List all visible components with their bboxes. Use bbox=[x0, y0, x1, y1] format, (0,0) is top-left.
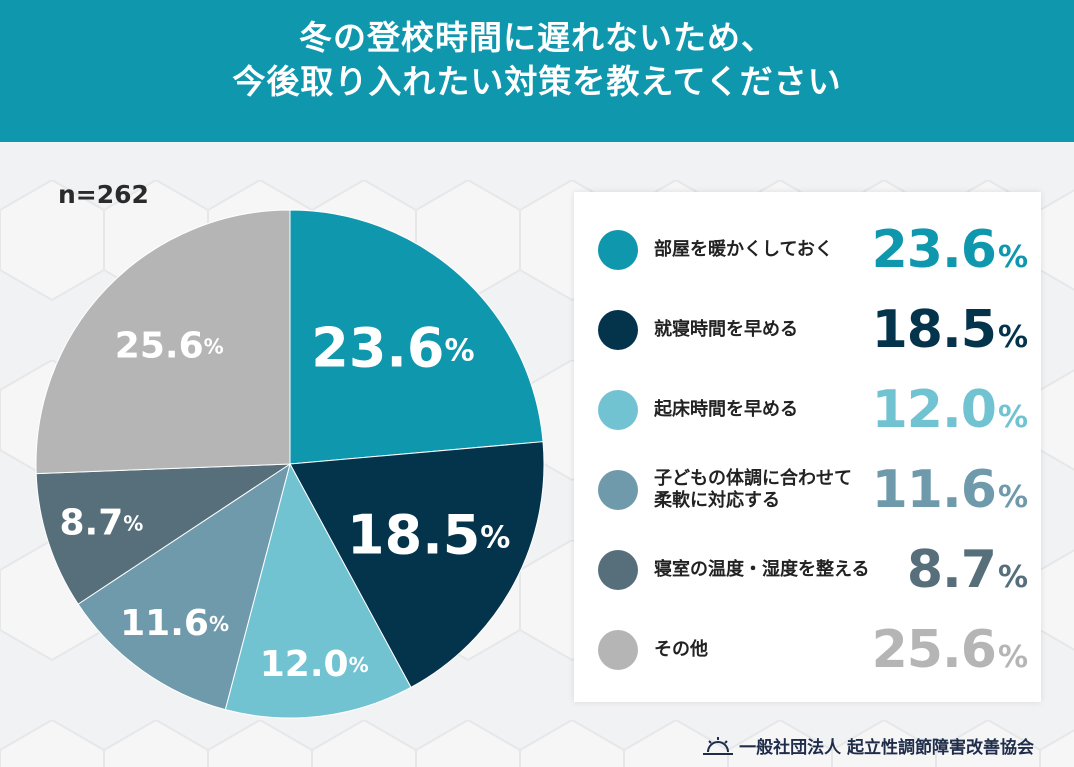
pie-slice-5 bbox=[35, 209, 291, 475]
pie-slice-label-1: 18.5% bbox=[347, 503, 510, 566]
pie-slice-label-4: 8.7% bbox=[59, 503, 143, 544]
legend-label: 就寝時間を早める bbox=[654, 319, 798, 340]
sunrise-logo-icon bbox=[703, 736, 734, 755]
pie-chart: 23.6% 18.5% 12.0% 11.6% 8.7% 25.6% bbox=[35, 209, 545, 719]
pie-slice-label-0: 23.6% bbox=[311, 316, 474, 379]
pie-slice-4 bbox=[35, 463, 292, 605]
legend-label: 部屋を暖かくしておく bbox=[654, 239, 833, 260]
legend-swatch bbox=[598, 230, 638, 270]
legend-value: 23.6% bbox=[871, 220, 1028, 280]
legend-swatch bbox=[598, 310, 638, 350]
legend-swatch bbox=[598, 470, 638, 510]
organization-name: 一般社団法人 起立性調節障害改善協会 bbox=[739, 738, 1034, 758]
legend-value: 11.6% bbox=[871, 460, 1028, 520]
title-line-2: 今後取り入れたい対策を教えてください bbox=[232, 62, 842, 101]
title-banner: 冬の登校時間に遅れないため、 今後取り入れたい対策を教えてください bbox=[0, 0, 1074, 142]
legend-item: 起床時間を早める 12.0% bbox=[574, 380, 1041, 440]
legend-item: 子どもの体調に合わせて 柔軟に対応する 11.6% bbox=[574, 460, 1041, 520]
legend-swatch bbox=[598, 630, 638, 670]
legend-value: 12.0% bbox=[871, 380, 1028, 440]
pie-slice-1 bbox=[289, 441, 545, 689]
title-line-1: 冬の登校時間に遅れないため、 bbox=[299, 18, 775, 57]
legend-swatch bbox=[598, 550, 638, 590]
pie-slice-3 bbox=[77, 462, 291, 711]
legend-item: 部屋を暖かくしておく 23.6% bbox=[574, 220, 1041, 280]
legend-value: 25.6% bbox=[871, 620, 1028, 680]
pie-slice-0 bbox=[289, 209, 544, 465]
legend-item: 寝室の温度・湿度を整える 8.7% bbox=[574, 540, 1041, 600]
pie-slice-label-2: 12.0% bbox=[260, 644, 369, 685]
legend-label: 起床時間を早める bbox=[654, 399, 798, 420]
legend-item: 就寝時間を早める 18.5% bbox=[574, 300, 1041, 360]
pie-slice-2 bbox=[224, 462, 412, 719]
sample-size: n=262 bbox=[58, 180, 149, 209]
legend-label: 寝室の温度・湿度を整える bbox=[654, 559, 870, 580]
legend-swatch bbox=[598, 390, 638, 430]
legend: 部屋を暖かくしておく 23.6% 就寝時間を早める 18.5% 起床時間を早める 12.0… bbox=[574, 192, 1041, 702]
legend-value: 8.7% bbox=[906, 540, 1028, 600]
legend-label: その他 bbox=[654, 639, 708, 660]
legend-label: 子どもの体調に合わせて 柔軟に対応する bbox=[654, 468, 852, 511]
pie-slice-label-3: 11.6% bbox=[120, 603, 229, 644]
legend-item: その他 25.6% bbox=[574, 620, 1041, 680]
legend-value: 18.5% bbox=[871, 300, 1028, 360]
footer-organization: 一般社団法人 起立性調節障害改善協会 bbox=[703, 733, 1034, 758]
pie-slice-label-5: 25.6% bbox=[115, 326, 224, 367]
